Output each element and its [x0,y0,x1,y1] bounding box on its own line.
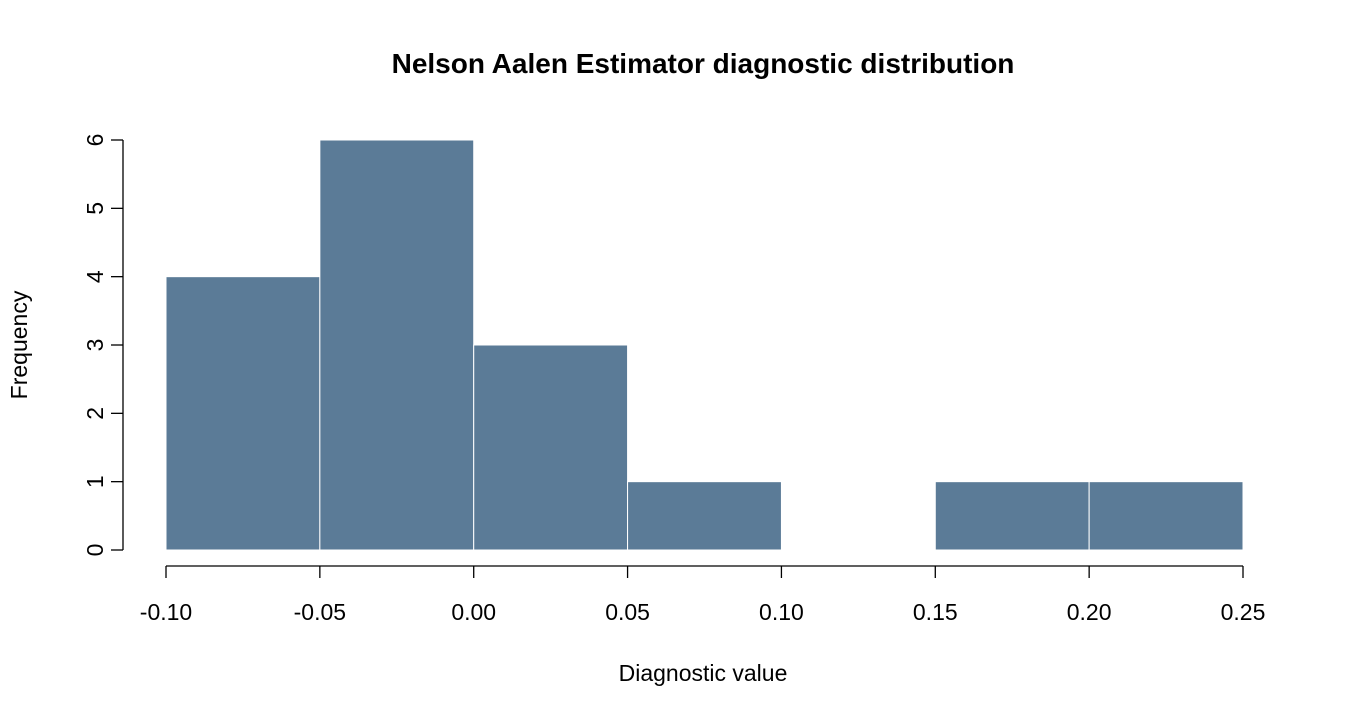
histogram-bar [934,481,1090,551]
x-tick-label: 0.05 [605,599,650,625]
chart-title: Nelson Aalen Estimator diagnostic distri… [392,48,1015,79]
histogram-bar [627,481,782,551]
x-tick-label: -0.10 [140,599,192,625]
x-tick-label: -0.05 [294,599,346,625]
x-tick-label: 0.25 [1221,599,1266,625]
y-tick-label: 2 [82,407,108,420]
x-tick-label: 0.10 [759,599,804,625]
y-tick-label: 5 [82,202,108,215]
y-axis: 0 1 2 3 4 5 6 [82,134,124,557]
x-tick-label: 0.20 [1067,599,1112,625]
y-axis-label: Frequency [6,290,32,399]
bars-layer [165,139,1244,551]
x-tick-label: 0.00 [451,599,496,625]
x-axis-label: Diagnostic value [619,660,788,686]
y-tick-label: 0 [82,544,108,557]
histogram-bar [165,276,321,551]
x-tick-label: 0.15 [913,599,958,625]
y-tick-label: 6 [82,134,108,147]
x-axis: -0.10 -0.05 0.00 0.05 0.10 0.15 0.20 0.25 [140,565,1266,625]
y-tick-label: 4 [82,270,108,283]
y-tick-label: 1 [82,475,108,488]
histogram-bar [1088,481,1244,551]
histogram-bar [319,139,475,551]
y-tick-label: 3 [82,339,108,352]
histogram-bar [473,344,629,551]
